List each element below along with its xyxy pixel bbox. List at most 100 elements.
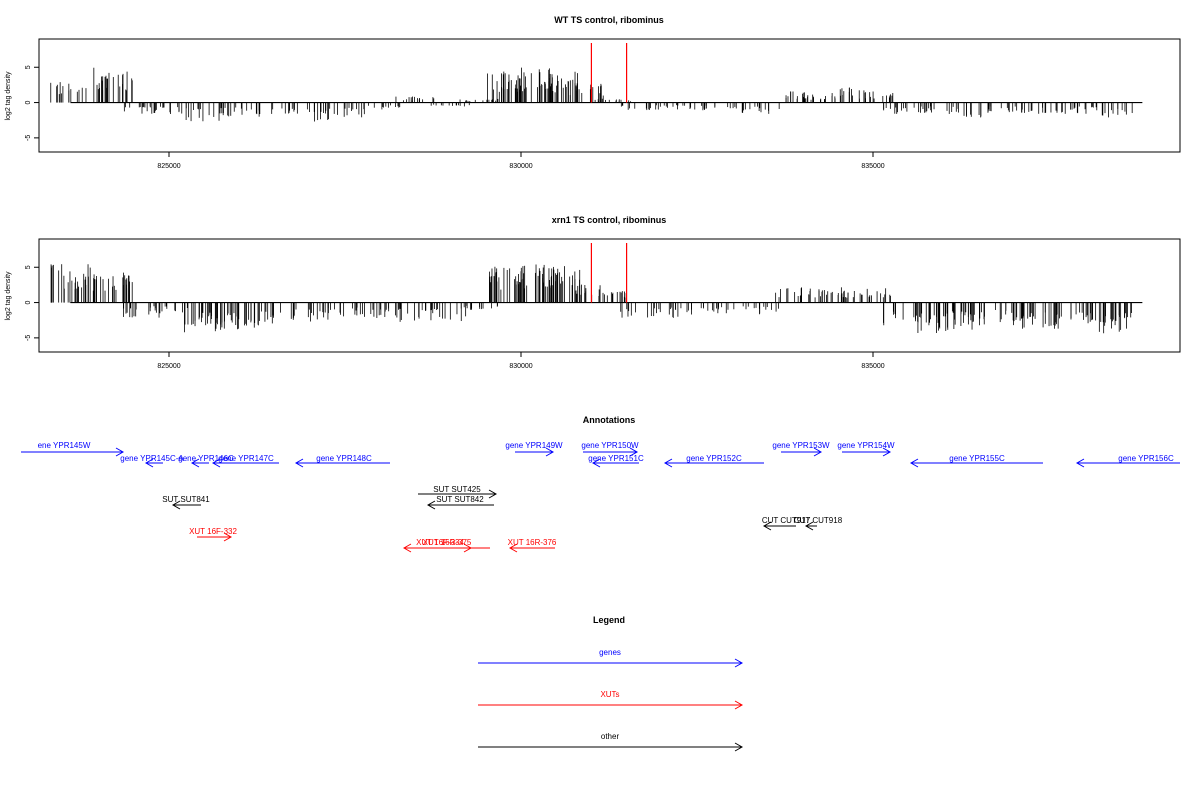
data-bar (122, 302, 160, 318)
y-tick-label: 0 (25, 101, 32, 105)
data-bar (883, 102, 922, 114)
y-axis-label-xrn1: log2 tag density (5, 271, 12, 321)
data-bar (395, 96, 435, 103)
data-bar (255, 102, 295, 115)
annotation-feature: SUT SUT841 (162, 495, 210, 510)
legend-item-label: XUTs (600, 690, 619, 699)
annotation-feature: gene YPR154W (837, 441, 895, 457)
y-tick-label: -5 (25, 135, 32, 141)
annotation-label: XUT 16R-375 (423, 538, 472, 547)
annotation-label: gene YPR153W (772, 441, 830, 450)
data-bar (430, 102, 470, 107)
legend-item-label: genes (599, 648, 621, 657)
annotation-feature: gene YPR149W (505, 441, 563, 457)
data-bar (185, 102, 224, 122)
plot-frame-wt (38, 38, 1181, 153)
data-bar (395, 302, 433, 322)
x-axis-xrn1: 825000 830000 835000 (157, 352, 885, 370)
y-tick-label: 5 (25, 265, 32, 269)
marker-lines-wt (590, 43, 628, 103)
data-bar (220, 302, 260, 330)
data-bar (92, 272, 133, 303)
data-bar (149, 302, 188, 314)
data-bar (995, 302, 1022, 326)
legend: Legend genes XUTs other (478, 615, 744, 752)
annotation-feature: gene YPR147C (211, 454, 279, 468)
legend-item: genes (478, 648, 744, 668)
data-bar (594, 98, 632, 103)
data-bar (324, 302, 365, 317)
data-bar (1021, 102, 1063, 114)
y-axis-label-wt: log2 tag density (5, 71, 12, 121)
data-bar (50, 264, 91, 303)
annotation-feature: gene YPR150W (581, 441, 639, 457)
annotation-label: CUT CUT918 (794, 516, 843, 525)
y-axis-wt: -5 0 5 (25, 65, 39, 141)
annotation-feature: XUT 16R-376 (508, 538, 557, 553)
x-axis-wt: 825000 830000 835000 (157, 152, 885, 170)
annotations-title: Annotations (583, 415, 636, 425)
data-bar (700, 302, 735, 314)
annotation-feature: CUT CUT917 (762, 516, 811, 531)
marker-lines-xrn1 (590, 243, 628, 303)
bar-series-xrn1 (50, 264, 1143, 334)
annotation-feature: XUT 16R-375 (402, 538, 490, 553)
data-bar (93, 67, 133, 103)
data-bar (430, 302, 467, 322)
annotation-label: CUT CUT917 (762, 516, 811, 525)
data-bar (1060, 302, 1093, 324)
annotation-feature: gene YPR152C (663, 454, 764, 468)
annotation-label: gene YPR145C-A (120, 454, 184, 463)
data-bar (701, 102, 737, 111)
data-bar (293, 302, 329, 322)
data-bar (987, 102, 1025, 113)
annotation-label: XUT 16R-376 (508, 538, 557, 547)
legend-item: XUTs (478, 690, 744, 710)
annotation-feature: CUT CUT918 (794, 516, 843, 531)
data-bar (149, 102, 187, 114)
data-bar (1092, 102, 1133, 118)
data-bar (837, 287, 871, 303)
annotation-label: ene YPR145W (38, 441, 91, 450)
data-bar (1092, 302, 1132, 334)
data-bar (655, 102, 696, 110)
plot-frame-xrn1 (38, 238, 1181, 353)
annotation-feature: ene YPR145W (21, 441, 125, 457)
annotation-label: gene YPR150W (581, 441, 639, 450)
annotation-label: gene YPR147C (218, 454, 274, 463)
annotation-feature: gene YPR145C-A (120, 454, 184, 468)
data-bar (785, 91, 814, 103)
data-bar (489, 265, 526, 303)
x-tick-label: 825000 (157, 363, 180, 370)
annotation-label: gene YPR156C (1118, 454, 1174, 463)
annotation-label: gene YPR148C (316, 454, 372, 463)
data-bar (220, 102, 260, 117)
data-bar (620, 102, 659, 111)
data-bar (951, 102, 992, 118)
data-bar (742, 302, 780, 315)
panel-title-wt: WT TS control, ribominus (554, 15, 664, 25)
annotation-label: gene YPR152C (686, 454, 742, 463)
data-bar (656, 302, 692, 318)
legend-items: genes XUTs other (478, 648, 744, 752)
x-tick-label: 835000 (861, 363, 884, 370)
x-tick-label: 830000 (509, 163, 532, 170)
data-bar (460, 302, 498, 310)
annotation-label: XUT 16F-334 (416, 538, 464, 547)
annotation-label: SUT SUT842 (436, 495, 484, 504)
data-bar (325, 102, 365, 118)
y-axis-xrn1: -5 0 5 (25, 265, 39, 341)
data-bar (852, 288, 891, 303)
data-bar (50, 82, 87, 103)
panel-wt: WT TS control, ribominus 825000 830000 835… (5, 15, 1181, 170)
legend-title: Legend (593, 615, 625, 625)
data-bar (359, 302, 398, 318)
legend-item: other (478, 732, 744, 752)
data-bar (291, 102, 330, 122)
data-bar (569, 83, 604, 103)
data-bar (571, 285, 601, 303)
annotation-label: SUT SUT425 (433, 485, 481, 494)
annotation-feature: XUT 16F-332 (189, 527, 237, 542)
panel-xrn1: xrn1 TS control, ribominus 825000 830000 8… (5, 215, 1181, 370)
